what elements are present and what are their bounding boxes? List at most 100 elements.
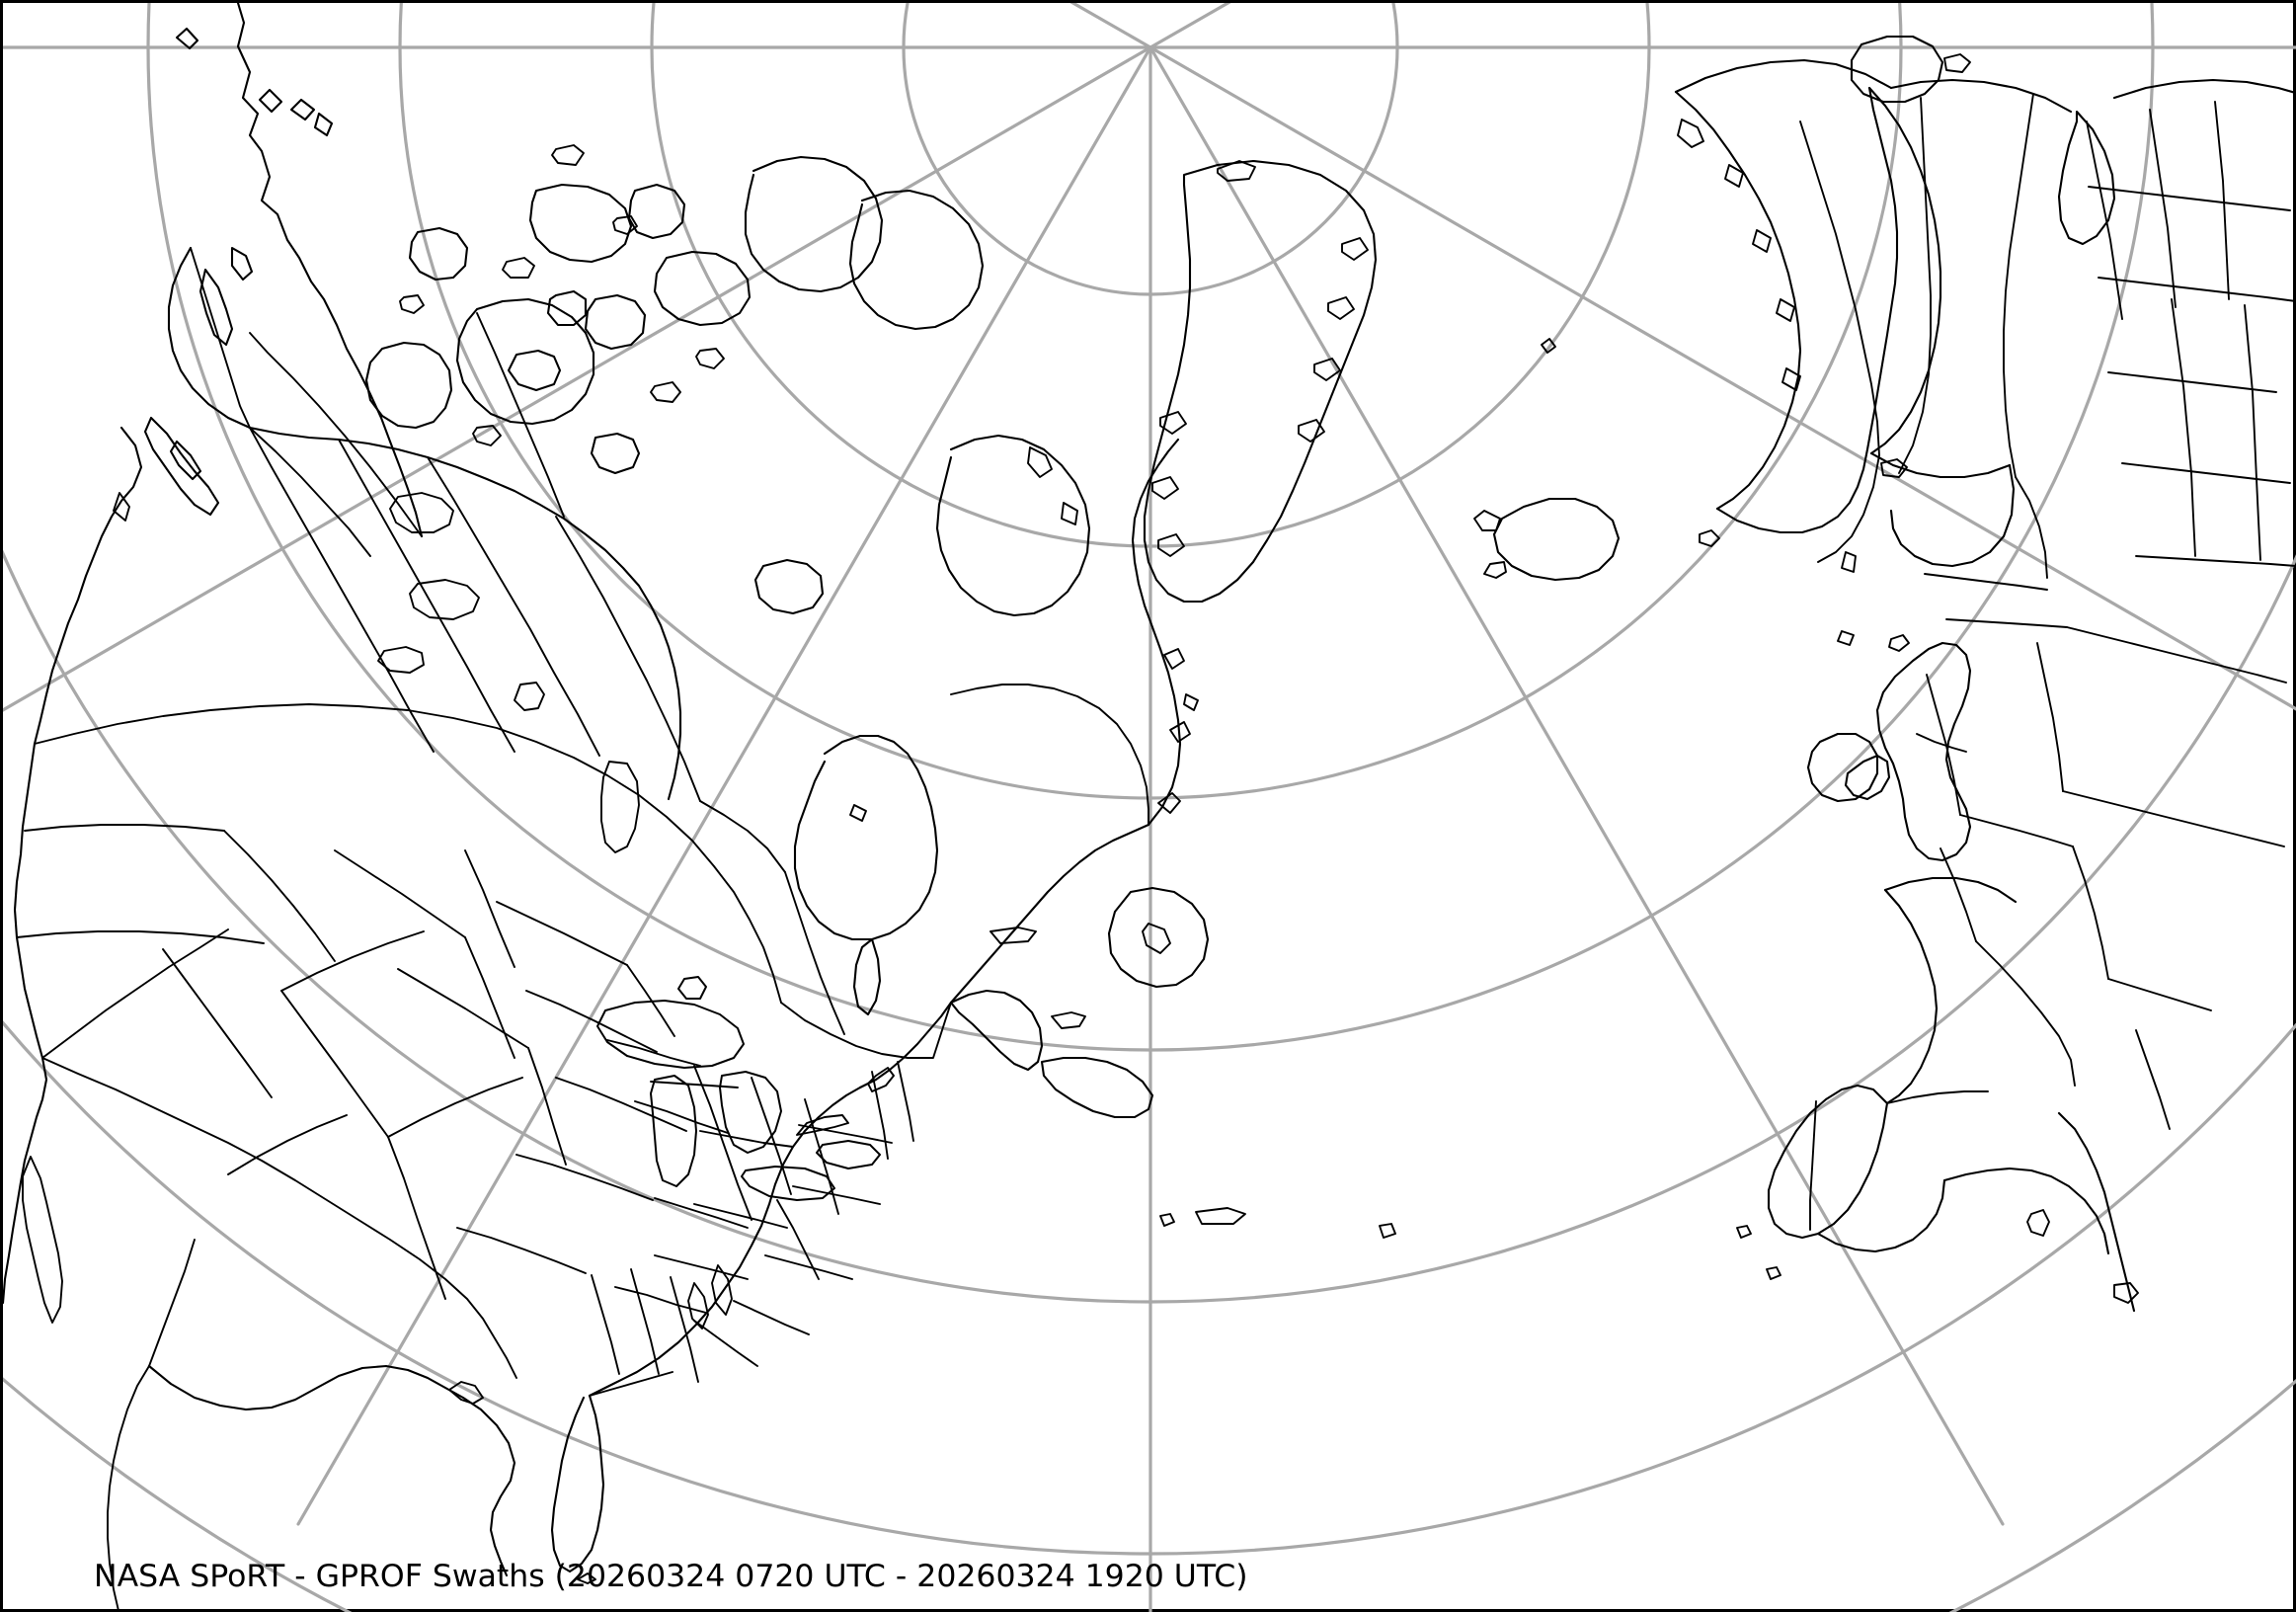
coastline-denmark bbox=[1844, 754, 1891, 801]
coastline-norway-west bbox=[1674, 90, 1802, 511]
meridian-60w bbox=[3, 45, 1152, 712]
coastline-bathurst bbox=[546, 289, 588, 327]
map-canvas[interactable] bbox=[3, 3, 2296, 1612]
coastline-bc-inner-1 bbox=[258, 88, 283, 114]
border-mexico-states bbox=[148, 1239, 196, 1367]
coastline-hudson-islands bbox=[849, 804, 867, 822]
coastline-newfoundland bbox=[1107, 886, 1210, 989]
border-mt-nd bbox=[464, 849, 515, 968]
border-balkans-1 bbox=[2072, 846, 2109, 980]
border-or-ca bbox=[16, 930, 265, 944]
border-mt-wy bbox=[334, 849, 466, 938]
coastline-scotland-isles bbox=[1888, 634, 1910, 652]
border-quebec-ontario-n bbox=[699, 800, 786, 873]
coastline-labrador-inlet-1 bbox=[1157, 792, 1181, 814]
coastline-iberia bbox=[1767, 1084, 1889, 1240]
coastline-pei bbox=[1051, 1011, 1086, 1029]
coastline-italy bbox=[2057, 1111, 2136, 1313]
border-ca-nv-az bbox=[41, 928, 229, 1059]
coastline-gulf-bothnia-east bbox=[1867, 86, 1942, 455]
coastline-queen-charlotte bbox=[198, 268, 234, 347]
border-ukraine-n bbox=[2066, 626, 2287, 684]
coastline-greenland-fjord-e3 bbox=[1313, 358, 1341, 381]
coastline-ellesmere bbox=[744, 155, 884, 293]
border-france-italy-swiss bbox=[1975, 940, 2076, 1087]
coastline-labrador-small-isl bbox=[1183, 693, 1199, 711]
coastline-james-bay bbox=[852, 937, 882, 1016]
lake-ontario bbox=[816, 1140, 881, 1169]
border-us-canada-west bbox=[34, 703, 782, 1004]
coastline-greenland-fjord-w2 bbox=[1151, 476, 1179, 500]
coastline-arctic-isl-c bbox=[472, 425, 502, 446]
border-sweden-finland bbox=[1898, 97, 1932, 474]
border-nd-sd bbox=[496, 901, 628, 966]
coastline-devon-island bbox=[653, 250, 752, 327]
border-bc-alberta bbox=[249, 427, 435, 753]
border-ia-mo bbox=[634, 1100, 729, 1134]
border-ky-tn bbox=[693, 1203, 788, 1229]
border-russia-oblast-8 bbox=[2135, 555, 2296, 567]
coastline-greenland-fjord-e1 bbox=[1341, 237, 1369, 261]
border-al-ga bbox=[670, 1276, 699, 1383]
border-ms-al bbox=[630, 1268, 660, 1375]
coastline-axel-heiberg bbox=[627, 183, 686, 240]
coastline-vancouver-inner bbox=[169, 440, 202, 481]
coastline-qc-2 bbox=[230, 246, 254, 282]
coastline-baffin-north bbox=[848, 189, 985, 331]
coastline-banks-island bbox=[364, 341, 453, 430]
coastline-baffin-notch-2 bbox=[1061, 502, 1078, 525]
coastline-canada-nw bbox=[167, 246, 252, 430]
border-alaska-yukon bbox=[190, 247, 251, 429]
border-vt-nh bbox=[897, 1061, 914, 1142]
coastline-labrador-inlet-2 bbox=[1169, 721, 1191, 743]
coastline-chesapeake bbox=[687, 1282, 709, 1330]
coastline-melville bbox=[528, 183, 633, 264]
coastline-norway-fjord-3 bbox=[1776, 298, 1795, 322]
border-ukraine-s bbox=[2062, 790, 2285, 847]
meridian-60e bbox=[1148, 45, 2296, 711]
border-poland-east bbox=[2036, 642, 2064, 792]
coastline-florida-keys bbox=[577, 1572, 596, 1584]
border-sc-ga bbox=[693, 1320, 758, 1367]
coastline-iceland-fjords-sw bbox=[1483, 561, 1507, 579]
coastline-arctic-isl-g bbox=[551, 144, 585, 166]
coastline-faroe bbox=[1699, 529, 1720, 547]
coastline-labrador bbox=[1131, 438, 1182, 827]
border-alaska-bc bbox=[249, 332, 423, 537]
coastline-estonia-latvia bbox=[1889, 463, 2016, 568]
coastline-st-lawrence bbox=[949, 823, 1150, 1005]
coastline-atlantic-isl-1 bbox=[1195, 1207, 1246, 1225]
coastline-victoria-island bbox=[455, 297, 595, 426]
border-finland-russia bbox=[2003, 93, 2034, 478]
coastline-anticosti bbox=[990, 927, 1037, 944]
coastline-alaska-islands-a bbox=[175, 27, 199, 50]
border-quebec-labrador bbox=[950, 684, 1149, 826]
coastline-gotland bbox=[1841, 551, 1857, 573]
coastline-bermuda bbox=[1159, 1213, 1175, 1227]
coastline-greenland-north bbox=[1217, 160, 1256, 182]
coastline-jan-mayen bbox=[1541, 338, 1556, 354]
border-us-mexico bbox=[41, 1057, 517, 1379]
border-mo-ar bbox=[654, 1197, 749, 1229]
border-mn-ia bbox=[606, 1039, 701, 1067]
map-caption: NASA SPoRT - GPROF Swaths (20260324 0720… bbox=[94, 1559, 1248, 1594]
border-germany-france bbox=[1940, 847, 1977, 942]
border-wv-va bbox=[776, 1199, 820, 1280]
coastline-canada-arctic-mainland bbox=[248, 426, 682, 801]
border-latvia-lithuania bbox=[1924, 573, 2048, 591]
coastline-nova-scotia bbox=[1040, 1056, 1154, 1119]
coastline-florida bbox=[550, 1394, 605, 1573]
coastline-greenland bbox=[1143, 159, 1378, 604]
border-russia-oblast-7 bbox=[2121, 462, 2291, 484]
border-uk-internal bbox=[1916, 733, 1967, 753]
coastline-greenland-fjord-e2 bbox=[1327, 296, 1355, 320]
coastline-norway-fjord-4 bbox=[1781, 367, 1801, 391]
border-balkans-3 bbox=[2135, 1029, 2171, 1130]
lake-nipigon bbox=[677, 976, 707, 1000]
coastline-lofoten bbox=[1677, 119, 1704, 148]
coastline-arctic-isl-e bbox=[695, 348, 725, 369]
border-nc-sc bbox=[733, 1300, 810, 1335]
coastline-arctic-isl-a bbox=[502, 257, 535, 279]
border-ut-wy-id bbox=[280, 930, 425, 992]
coastline-greenland-fjord-e4 bbox=[1298, 419, 1325, 443]
